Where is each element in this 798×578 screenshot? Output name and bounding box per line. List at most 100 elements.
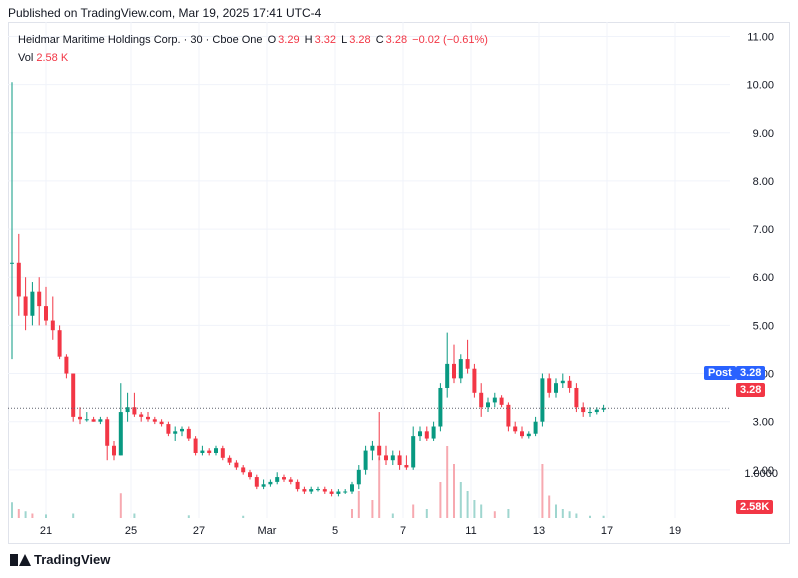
x-tick-label: 25: [125, 525, 137, 537]
volume-bar: [391, 513, 394, 518]
candle-body: [499, 397, 504, 405]
candle-body: [533, 421, 538, 434]
candle-body: [30, 291, 35, 316]
candle-body: [411, 436, 416, 468]
candle-body: [166, 424, 171, 434]
x-tick-label: 7: [400, 525, 406, 537]
volume-bar: [473, 500, 476, 518]
candle-body: [492, 397, 497, 403]
candle-body: [37, 291, 42, 307]
candle-body: [329, 491, 334, 494]
candle-body: [105, 419, 110, 446]
candle-body: [200, 450, 205, 453]
close-label: C: [375, 34, 384, 46]
volume-bar: [31, 513, 34, 518]
candle-body: [404, 465, 409, 468]
candles: [10, 82, 606, 497]
candle-body: [282, 477, 286, 480]
candle-body: [248, 472, 252, 478]
candle-body: [567, 380, 572, 388]
last-price-tag: 3.28: [736, 383, 766, 397]
volume-bar: [466, 491, 469, 518]
candle-body: [377, 445, 382, 456]
candle-body: [71, 373, 76, 417]
candle-body: [588, 412, 592, 414]
x-tick-label: 11: [465, 525, 476, 537]
candle-body: [465, 359, 470, 369]
low-value: 3.28: [349, 34, 371, 46]
candle-body: [78, 416, 82, 420]
post-market-label: Post: [704, 366, 736, 380]
volume-bar: [133, 513, 136, 518]
candle-body: [275, 477, 280, 482]
footer-brand[interactable]: TradingView: [10, 552, 110, 567]
candle-body: [438, 387, 443, 427]
candle-body: [574, 387, 579, 408]
x-axis-ticks: 21 25 27 Mar 5 7 11 13 17 19: [40, 525, 681, 537]
x-tick-label: 17: [601, 525, 613, 537]
x-tick-label: 27: [193, 525, 205, 537]
candle-body: [424, 431, 429, 439]
candle-body: [506, 404, 511, 427]
candle-body: [418, 431, 422, 437]
y-tick-label: 6.00: [753, 272, 774, 284]
low-label: L: [341, 34, 348, 46]
x-tick-label: Mar: [258, 525, 277, 537]
open-label: O: [267, 34, 277, 46]
candle-body: [560, 380, 565, 384]
volume-bar: [459, 482, 462, 518]
volume-bar: [555, 504, 557, 518]
brand-name: TradingView: [34, 552, 111, 567]
volume-bar: [187, 515, 190, 518]
candle-body: [288, 479, 293, 482]
y-tick-label: 3.00: [753, 417, 774, 429]
candle-body: [486, 402, 490, 408]
volume-bars: [11, 446, 605, 518]
candle-body: [220, 448, 225, 458]
candle-body: [316, 489, 320, 491]
candle-body: [336, 491, 341, 494]
price-chart[interactable]: 11.0010.009.008.007.006.005.004.003.002.…: [8, 22, 790, 544]
candle-body: [180, 428, 184, 432]
volume-bar: [242, 515, 245, 518]
symbol-name: Heidmar Maritime Holdings Corp. · 30 · C…: [18, 34, 263, 46]
candle-body: [50, 320, 55, 331]
high-label: H: [304, 34, 313, 46]
x-tick-label: 19: [669, 525, 681, 537]
volume-bar: [72, 513, 75, 518]
volume-bar: [17, 509, 20, 518]
y-tick-label: 8.00: [753, 176, 774, 188]
volume-bar: [480, 504, 483, 518]
candle-body: [227, 457, 232, 463]
candle-body: [472, 368, 477, 393]
tradingview-logo-icon: [10, 553, 31, 566]
candle-body: [57, 330, 62, 357]
volume-bar: [602, 515, 605, 518]
candle-body: [84, 419, 89, 421]
y-tick-label: 7.00: [753, 224, 774, 236]
x-tick-label: 21: [40, 525, 52, 537]
candle-body: [125, 407, 130, 413]
volume-legend: Vol 2.58 K: [18, 52, 68, 64]
candle-body: [601, 408, 606, 410]
candle-body: [350, 484, 354, 492]
candle-body: [322, 489, 327, 492]
candle-body: [112, 445, 116, 456]
candle-body: [390, 455, 395, 461]
candle-body: [139, 414, 144, 417]
y-tick-label: 11.00: [747, 31, 774, 43]
candle-body: [431, 426, 436, 439]
volume-bar: [541, 464, 544, 518]
volume-axis-tick: 1.0000: [744, 468, 778, 480]
candle-body: [146, 416, 150, 420]
volume-bar: [561, 509, 564, 518]
volume-bar: [589, 515, 591, 518]
volume-bar: [119, 493, 122, 518]
candle-body: [540, 378, 545, 422]
candle-body: [132, 407, 137, 415]
candle-body: [479, 392, 484, 408]
candle-body: [309, 489, 314, 492]
y-tick-label: 9.00: [753, 128, 774, 140]
candle-body: [384, 455, 388, 461]
candle-body: [207, 450, 212, 453]
